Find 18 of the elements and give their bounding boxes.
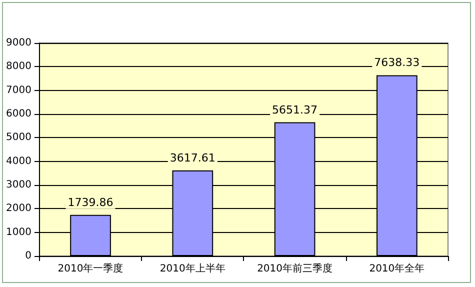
y-tick-label: 4000 <box>6 156 32 167</box>
data-label: 5651.37 <box>272 103 318 116</box>
x-tick-label: 2010年上半年 <box>160 262 226 274</box>
data-label: 7638.33 <box>374 56 420 70</box>
data-label: 1739.86 <box>68 196 114 209</box>
y-tick-label: 9000 <box>6 38 32 48</box>
y-tick-label: 5000 <box>6 132 32 144</box>
data-label: 3617.61 <box>170 151 216 164</box>
y-tick-label: 1000 <box>6 226 32 238</box>
x-tick-label: 2010年全年 <box>369 262 425 274</box>
y-tick-label: 0 <box>25 250 32 262</box>
y-tick-label: 2000 <box>6 203 32 214</box>
y-tick-label: 6000 <box>6 108 32 120</box>
y-tick-label: 7000 <box>6 84 32 96</box>
y-tick-label: 3000 <box>6 180 32 190</box>
x-tick-label: 2010年前三季度 <box>257 262 333 274</box>
y-tick-label: 8000 <box>6 61 32 72</box>
x-tick-label: 2010年一季度 <box>58 262 124 274</box>
